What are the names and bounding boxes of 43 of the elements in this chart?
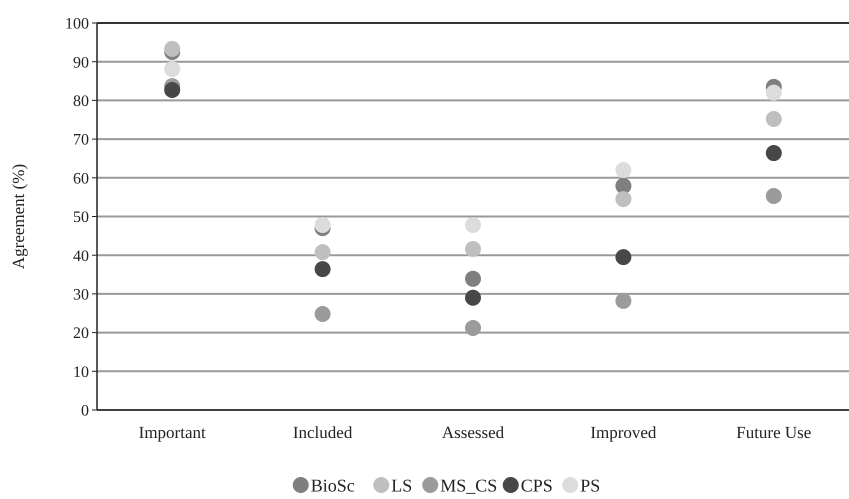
y-tick-label: 100 bbox=[65, 16, 89, 33]
y-tick-label: 50 bbox=[73, 209, 89, 226]
point bbox=[164, 40, 180, 57]
point bbox=[766, 110, 782, 127]
point bbox=[615, 178, 632, 194]
point bbox=[615, 162, 632, 178]
point bbox=[465, 320, 481, 336]
point bbox=[164, 82, 180, 98]
y-tick-label: 90 bbox=[73, 54, 89, 72]
y-tick-label: 40 bbox=[73, 248, 89, 265]
point bbox=[615, 292, 632, 309]
point bbox=[314, 306, 331, 322]
point bbox=[465, 217, 481, 234]
point bbox=[766, 145, 782, 162]
point bbox=[314, 217, 331, 234]
point bbox=[465, 270, 481, 287]
point bbox=[766, 188, 782, 204]
point bbox=[615, 249, 632, 266]
point bbox=[615, 191, 632, 208]
legend-label: PS bbox=[580, 475, 600, 496]
x-tick-label: Future Use bbox=[736, 423, 812, 442]
y-tick-label: 30 bbox=[73, 286, 89, 304]
y-axis-title: Agreement (%) bbox=[9, 164, 28, 270]
y-tick-label: 20 bbox=[73, 325, 89, 342]
legend-label: MS_CS bbox=[440, 475, 498, 496]
point bbox=[314, 244, 331, 260]
x-tick-label: Included bbox=[292, 423, 353, 442]
point bbox=[465, 290, 481, 306]
x-tick-label: Improved bbox=[590, 423, 657, 442]
legend-label: CPS bbox=[520, 475, 553, 496]
y-tick-label: 0 bbox=[81, 402, 89, 420]
y-tick-label: 10 bbox=[73, 364, 89, 381]
y-tick-label: 80 bbox=[73, 93, 89, 110]
legend-label: BioSc bbox=[310, 475, 355, 496]
point bbox=[465, 241, 481, 258]
point bbox=[766, 84, 782, 101]
legend-label: LS bbox=[391, 475, 412, 496]
x-tick-label: Assessed bbox=[442, 423, 505, 442]
point bbox=[164, 61, 180, 78]
point bbox=[314, 261, 331, 278]
y-tick-label: 70 bbox=[73, 132, 89, 149]
x-tick-label: Important bbox=[138, 423, 206, 442]
y-tick-label: 60 bbox=[73, 170, 89, 188]
